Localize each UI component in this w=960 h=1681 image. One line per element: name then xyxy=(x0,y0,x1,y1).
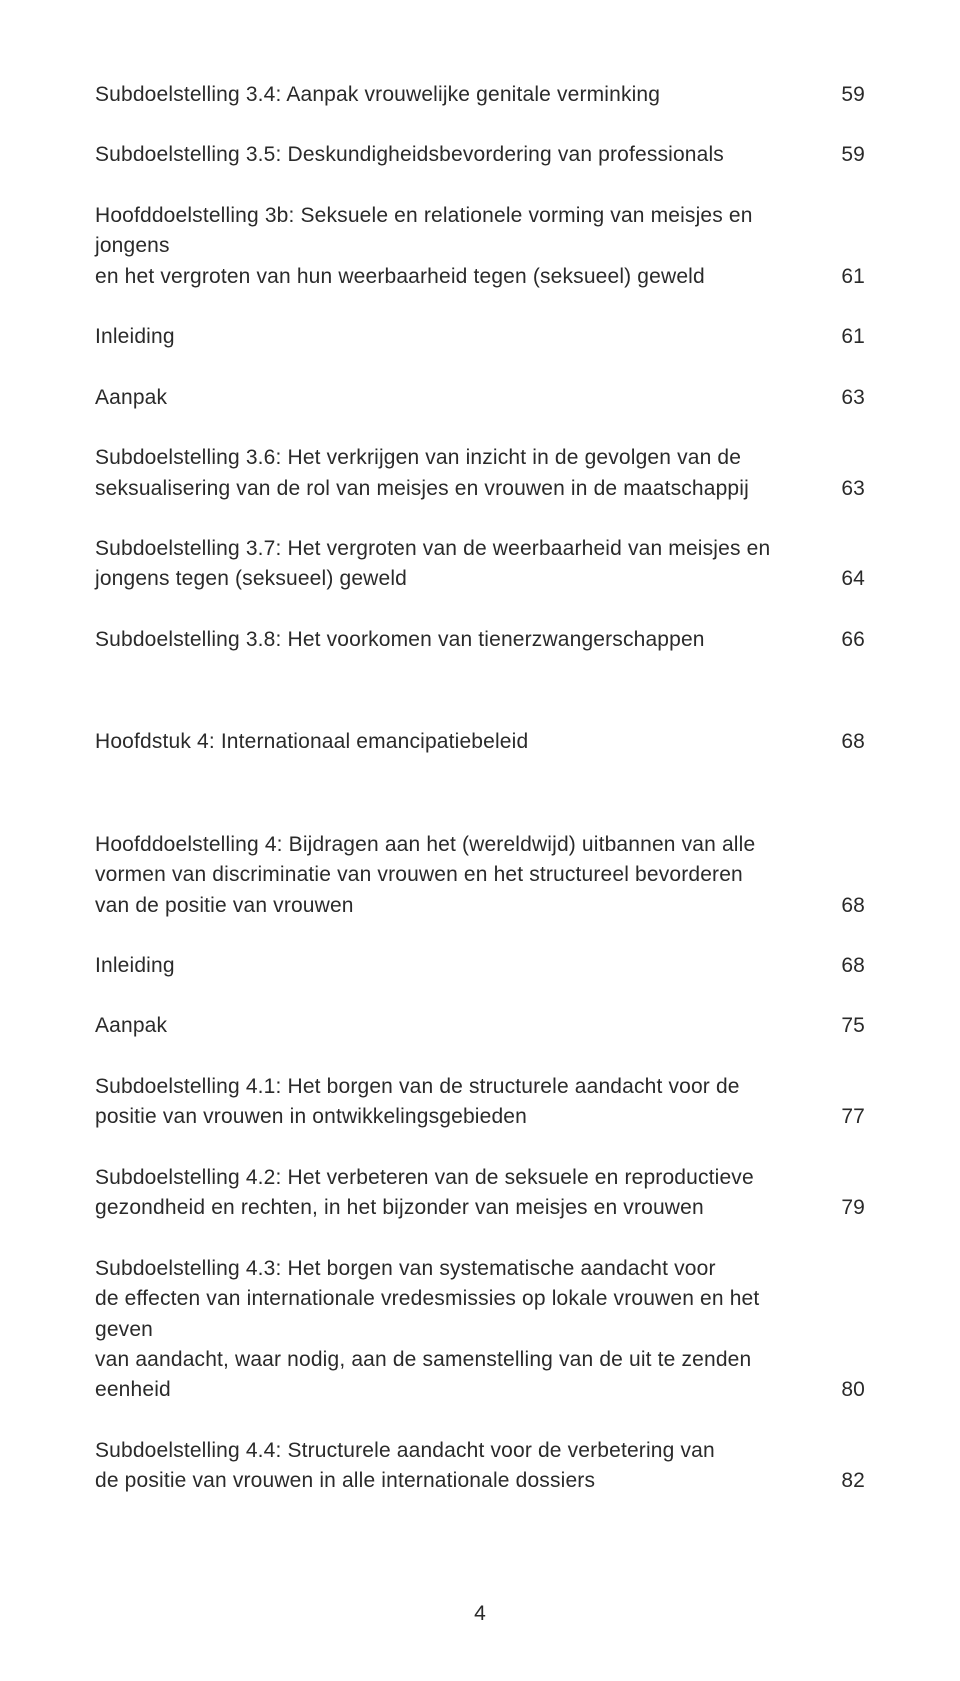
toc-label: Inleiding xyxy=(95,951,825,981)
toc-entry: Subdoelstelling 3.6: Het verkrijgen van … xyxy=(95,443,865,473)
toc-entry: Subdoelstelling 4.3: Het borgen van syst… xyxy=(95,1254,865,1284)
toc-entry: positie van vrouwen in ontwikkelingsgebi… xyxy=(95,1102,865,1132)
toc-entry: Subdoelstelling 3.5: Deskundigheidsbevor… xyxy=(95,140,865,170)
toc-label: Aanpak xyxy=(95,383,825,413)
toc-entry: Subdoelstelling 4.4: Structurele aandach… xyxy=(95,1436,865,1466)
toc-label: jongens tegen (seksueel) geweld xyxy=(95,564,825,594)
toc-label: en het vergroten van hun weerbaarheid te… xyxy=(95,262,825,292)
toc-label: Hoofdstuk 4: Internationaal emancipatieb… xyxy=(95,727,825,757)
toc-entry: van aandacht, waar nodig, aan de samenst… xyxy=(95,1345,865,1406)
toc-entry: van de positie van vrouwen 68 xyxy=(95,891,865,921)
toc-label: vormen van discriminatie van vrouwen en … xyxy=(95,860,825,890)
toc-label: Subdoelstelling 3.6: Het verkrijgen van … xyxy=(95,443,825,473)
toc-page-num: 61 xyxy=(825,262,865,292)
toc-entry: jongens tegen (seksueel) geweld 64 xyxy=(95,564,865,594)
toc-page-num: 59 xyxy=(825,80,865,110)
toc-page-num: 75 xyxy=(825,1011,865,1041)
toc-page-num: 68 xyxy=(825,891,865,921)
toc-entry: Subdoelstelling 4.2: Het verbeteren van … xyxy=(95,1163,865,1193)
toc-page-num: 68 xyxy=(825,951,865,981)
toc-page-num: 61 xyxy=(825,322,865,352)
toc-page-num: 64 xyxy=(825,564,865,594)
toc-label: de effecten van internationale vredesmis… xyxy=(95,1284,825,1345)
toc-label: Inleiding xyxy=(95,322,825,352)
toc-page-num: 59 xyxy=(825,140,865,170)
toc-label: Subdoelstelling 3.7: Het vergroten van d… xyxy=(95,534,825,564)
toc-entry: Inleiding 68 xyxy=(95,951,865,981)
toc-page-num: 68 xyxy=(825,727,865,757)
toc-label: van aandacht, waar nodig, aan de samenst… xyxy=(95,1345,825,1406)
toc-label: Subdoelstelling 4.2: Het verbeteren van … xyxy=(95,1163,825,1193)
toc-label: Hoofddoelstelling 4: Bijdragen aan het (… xyxy=(95,830,825,860)
toc-entry: Subdoelstelling 3.8: Het voorkomen van t… xyxy=(95,625,865,655)
toc-page-num: 77 xyxy=(825,1102,865,1132)
toc-entry: Inleiding 61 xyxy=(95,322,865,352)
toc-entry: vormen van discriminatie van vrouwen en … xyxy=(95,860,865,890)
toc-label: Subdoelstelling 3.5: Deskundigheidsbevor… xyxy=(95,140,825,170)
toc-page-num: 66 xyxy=(825,625,865,655)
toc-entry: gezondheid en rechten, in het bijzonder … xyxy=(95,1193,865,1223)
toc-label: van de positie van vrouwen xyxy=(95,891,825,921)
toc-page-num: 63 xyxy=(825,383,865,413)
toc-label: Subdoelstelling 4.3: Het borgen van syst… xyxy=(95,1254,825,1284)
toc-label: Hoofddoelstelling 3b: Seksuele en relati… xyxy=(95,201,825,262)
toc-entry: de effecten van internationale vredesmis… xyxy=(95,1284,865,1345)
toc-entry: seksualisering van de rol van meisjes en… xyxy=(95,474,865,504)
toc-label: Subdoelstelling 3.8: Het voorkomen van t… xyxy=(95,625,825,655)
toc-entry: de positie van vrouwen in alle internati… xyxy=(95,1466,865,1496)
toc-page: Subdoelstelling 3.4: Aanpak vrouwelijke … xyxy=(0,0,960,1681)
toc-entry: en het vergroten van hun weerbaarheid te… xyxy=(95,262,865,292)
toc-label: gezondheid en rechten, in het bijzonder … xyxy=(95,1193,825,1223)
toc-label: positie van vrouwen in ontwikkelingsgebi… xyxy=(95,1102,825,1132)
toc-page-num: 80 xyxy=(825,1375,865,1405)
toc-entry: Subdoelstelling 4.1: Het borgen van de s… xyxy=(95,1072,865,1102)
toc-entry: Subdoelstelling 3.7: Het vergroten van d… xyxy=(95,534,865,564)
page-number-footer: 4 xyxy=(0,1602,960,1626)
toc-label: Subdoelstelling 4.4: Structurele aandach… xyxy=(95,1436,825,1466)
toc-entry: Aanpak 75 xyxy=(95,1011,865,1041)
toc-label: Subdoelstelling 3.4: Aanpak vrouwelijke … xyxy=(95,80,825,110)
toc-label: seksualisering van de rol van meisjes en… xyxy=(95,474,825,504)
toc-entry: Aanpak 63 xyxy=(95,383,865,413)
toc-label: de positie van vrouwen in alle internati… xyxy=(95,1466,825,1496)
toc-entry: Subdoelstelling 3.4: Aanpak vrouwelijke … xyxy=(95,80,865,110)
toc-entry: Hoofddoelstelling 3b: Seksuele en relati… xyxy=(95,201,865,262)
toc-page-num: 79 xyxy=(825,1193,865,1223)
toc-entry: Hoofdstuk 4: Internationaal emancipatieb… xyxy=(95,727,865,757)
toc-page-num: 82 xyxy=(825,1466,865,1496)
toc-label: Aanpak xyxy=(95,1011,825,1041)
toc-label: Subdoelstelling 4.1: Het borgen van de s… xyxy=(95,1072,825,1102)
toc-page-num: 63 xyxy=(825,474,865,504)
toc-entry: Hoofddoelstelling 4: Bijdragen aan het (… xyxy=(95,830,865,860)
